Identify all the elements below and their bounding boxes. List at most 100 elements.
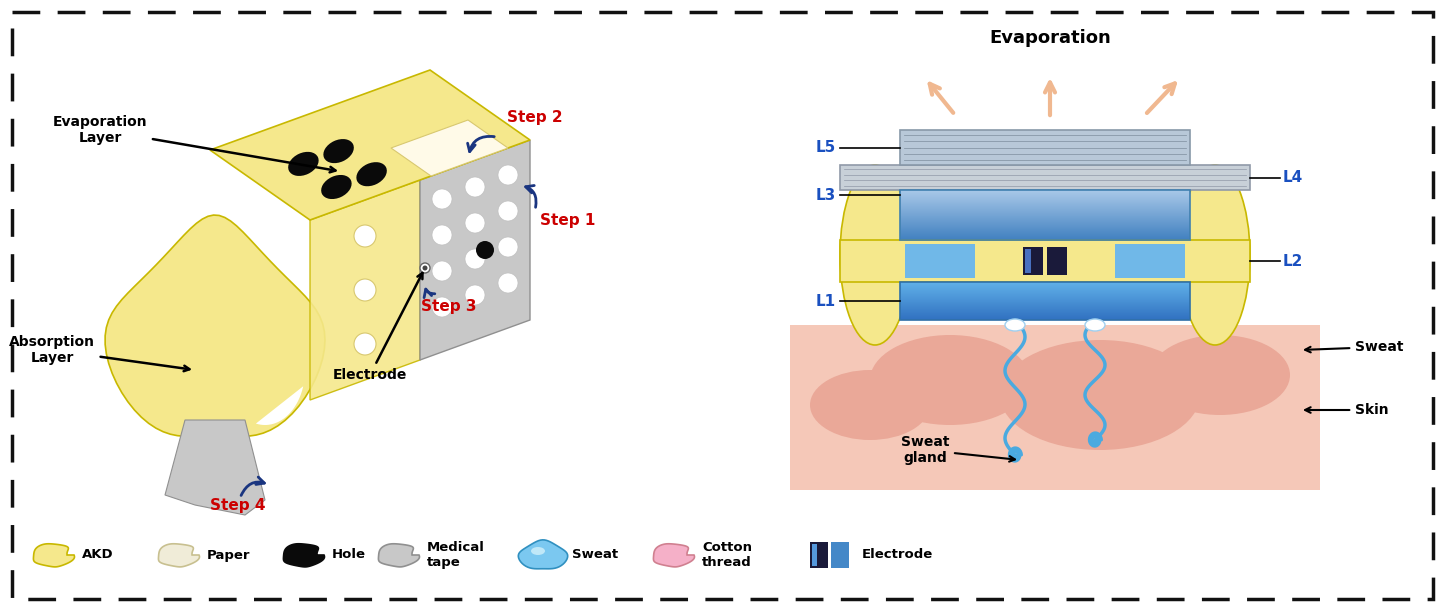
Text: L3: L3 xyxy=(816,188,837,202)
Bar xyxy=(900,205,1191,206)
Polygon shape xyxy=(420,140,530,360)
Text: L2: L2 xyxy=(1283,254,1303,268)
Ellipse shape xyxy=(432,225,452,245)
Text: Evaporation: Evaporation xyxy=(990,29,1111,47)
Bar xyxy=(900,310,1191,311)
Polygon shape xyxy=(653,544,695,567)
Bar xyxy=(900,299,1191,300)
Bar xyxy=(900,235,1191,236)
FancyArrowPatch shape xyxy=(241,477,264,496)
Text: L4: L4 xyxy=(1283,170,1303,185)
Bar xyxy=(900,193,1191,194)
Bar xyxy=(900,194,1191,195)
Bar xyxy=(900,191,1191,192)
Polygon shape xyxy=(283,544,325,567)
Text: Evaporation
Layer: Evaporation Layer xyxy=(52,115,335,172)
Bar xyxy=(900,207,1191,208)
Bar xyxy=(900,315,1191,316)
Bar xyxy=(900,236,1191,237)
Bar xyxy=(900,285,1191,286)
Bar xyxy=(900,203,1191,204)
Ellipse shape xyxy=(354,225,376,247)
Text: L5: L5 xyxy=(816,140,837,155)
Bar xyxy=(900,313,1191,314)
Text: Sweat
gland: Sweat gland xyxy=(900,435,1014,465)
Bar xyxy=(900,228,1191,229)
Text: Step 1: Step 1 xyxy=(540,213,595,228)
Bar xyxy=(900,201,1191,202)
Bar xyxy=(900,291,1191,292)
Bar xyxy=(900,202,1191,203)
Ellipse shape xyxy=(499,201,517,221)
Bar xyxy=(900,198,1191,199)
Bar xyxy=(900,238,1191,239)
Bar xyxy=(900,317,1191,318)
Bar xyxy=(900,301,1191,302)
Bar xyxy=(900,282,1191,283)
Ellipse shape xyxy=(420,263,431,273)
Bar xyxy=(831,542,850,568)
Ellipse shape xyxy=(499,237,517,257)
Ellipse shape xyxy=(422,266,428,271)
Bar xyxy=(900,305,1191,306)
Bar xyxy=(900,303,1191,304)
Bar xyxy=(900,218,1191,219)
Ellipse shape xyxy=(432,297,452,317)
Polygon shape xyxy=(256,386,303,425)
Bar xyxy=(900,289,1191,290)
Bar xyxy=(900,283,1191,284)
Text: L1: L1 xyxy=(816,293,837,309)
Bar xyxy=(900,200,1191,201)
Polygon shape xyxy=(165,420,264,515)
Bar xyxy=(900,197,1191,198)
Text: Step 3: Step 3 xyxy=(420,299,477,314)
Ellipse shape xyxy=(475,241,494,259)
Polygon shape xyxy=(210,70,530,220)
Polygon shape xyxy=(519,540,568,569)
Polygon shape xyxy=(105,215,325,436)
Bar xyxy=(900,231,1191,232)
Bar xyxy=(900,211,1191,212)
Bar xyxy=(1048,247,1066,275)
Ellipse shape xyxy=(288,152,319,176)
Polygon shape xyxy=(311,180,420,400)
Bar xyxy=(900,214,1191,215)
Bar xyxy=(900,293,1191,294)
Bar xyxy=(900,307,1191,308)
Text: Skin: Skin xyxy=(1305,403,1389,417)
Bar xyxy=(900,225,1191,226)
Text: Sweat: Sweat xyxy=(1305,340,1403,354)
Ellipse shape xyxy=(840,165,910,345)
Bar xyxy=(905,244,975,278)
Bar xyxy=(900,130,1191,165)
Ellipse shape xyxy=(321,175,351,199)
Bar xyxy=(900,311,1191,312)
Bar xyxy=(900,215,1191,216)
Bar xyxy=(1025,249,1030,273)
Ellipse shape xyxy=(870,335,1030,425)
Bar xyxy=(900,232,1191,233)
Bar xyxy=(900,190,1191,191)
FancyArrowPatch shape xyxy=(1147,84,1175,113)
Text: AKD: AKD xyxy=(82,549,114,562)
Bar xyxy=(900,297,1191,298)
Bar xyxy=(1023,247,1043,275)
FancyArrowPatch shape xyxy=(1045,82,1055,115)
Bar xyxy=(840,165,1250,190)
Ellipse shape xyxy=(465,213,486,233)
Bar xyxy=(900,216,1191,217)
Bar xyxy=(900,288,1191,289)
Bar xyxy=(900,227,1191,228)
Bar xyxy=(900,195,1191,196)
Text: Paper: Paper xyxy=(207,549,250,562)
Text: Absorption
Layer: Absorption Layer xyxy=(9,335,189,371)
Bar xyxy=(900,290,1191,291)
Bar xyxy=(900,312,1191,313)
Bar xyxy=(900,286,1191,287)
FancyArrowPatch shape xyxy=(526,186,536,207)
Polygon shape xyxy=(379,544,419,567)
Ellipse shape xyxy=(465,285,486,305)
Text: Electrode: Electrode xyxy=(863,549,933,562)
Ellipse shape xyxy=(357,162,387,186)
Ellipse shape xyxy=(354,333,376,355)
